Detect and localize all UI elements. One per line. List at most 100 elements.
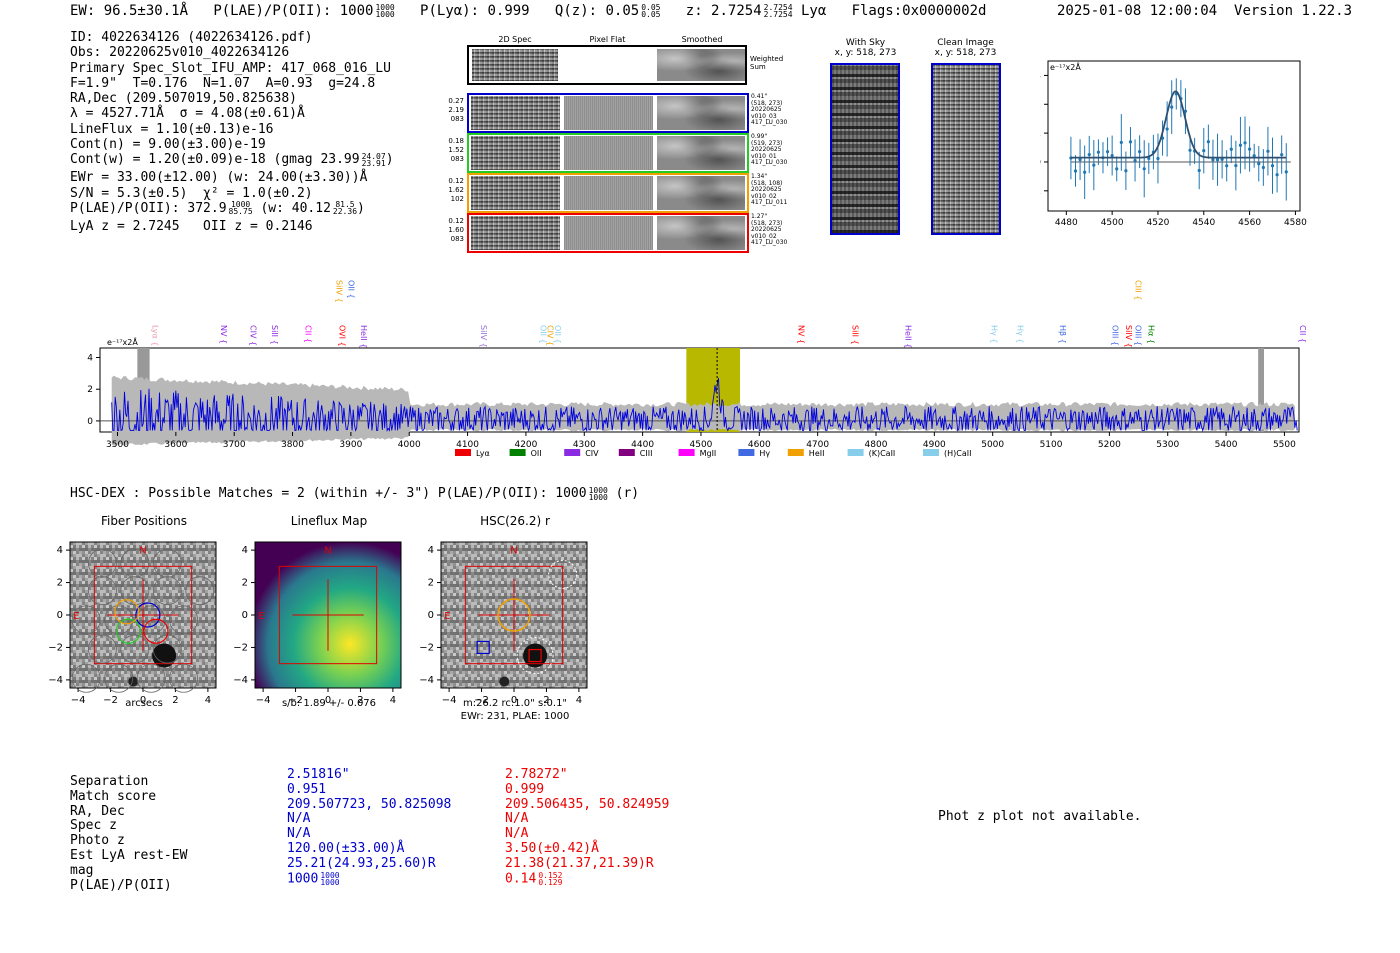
xtick-label: 2 [357,695,363,706]
emission-line-label: OII { [539,325,548,344]
match-value: 0.951 [287,781,327,797]
zoom-data-point [1257,162,1261,166]
match-value: 3.50(±0.42)Å [505,840,599,856]
row-left-value: 102 [450,195,464,203]
match-value: 0.999 [505,781,545,797]
plya-value: P(Lyα): 0.999 [420,3,530,19]
spectrum-xtick-label: 5500 [1273,440,1296,450]
legend-label: CIV [585,449,599,458]
emission-line-label: SiIV { [1124,325,1133,348]
xtick-label: −4 [256,695,271,706]
info-obs: Obs: 20220625v010_4022634126 [70,45,290,61]
ytick-label: −2 [233,642,248,653]
cutout-row-1 [467,93,749,133]
zoom-data-point [1096,150,1100,154]
row-left-value: 0.12 [448,217,464,225]
fiber-circle [169,605,198,635]
fiber-circle [169,663,198,693]
selected-fiber [135,602,161,628]
spectrum-unit-label: e⁻¹⁷x2Å [107,336,138,347]
col-2d-spec: 2D Spec [498,35,532,44]
north-label: N [139,545,146,556]
xtick-label: 4 [576,695,582,706]
legend-label: (H)CaII [944,449,971,458]
match-value: 2.51816" [287,767,350,782]
zoom-data-point [1087,152,1091,157]
selected-fiber [115,618,142,644]
hsc-caption-2: EWr: 231, PLAE: 1000 [461,711,570,722]
col-pixel-flat: Pixel Flat [589,35,626,44]
spectrum-xtick-label: 4300 [573,440,596,450]
hsc-dex-title: HSC-DEX : Possible Matches = 2 (within +… [70,485,640,502]
zoom-data-point [1202,149,1206,153]
zoom-plot-frame [1047,60,1301,212]
spectrum-ytick-label: 4 [87,354,93,364]
emission-line-label: SiIV { [334,280,343,303]
datetime-version: 2025-01-08 12:00:04 Version 1.22.3 [1057,3,1352,19]
cutout-row-4 [467,213,749,253]
fiber-circle [136,663,166,693]
emission-line-label: HeII { [903,325,912,348]
zoom-data-point [1105,150,1110,154]
spectrum-xtick-label: 3900 [339,440,362,450]
fiber-circle [120,634,150,664]
zoom-data-point [1156,156,1160,161]
match-row-label: Match score [70,788,157,804]
spectrum-xtick-label: 4000 [398,440,421,450]
row-left-value: 1.60 [448,226,464,234]
full-spectrum-plot: e⁻¹⁷x2Å 3500 3600 3700 3800 3900 4000 4100 4200… [87,280,1307,458]
legend-swatch [738,449,755,456]
selected-fiber [143,618,169,644]
zoom-xtick-label: 4500 [1101,218,1124,228]
ew-value: EW: 96.5±30.1Å [70,3,189,19]
fiber-circle [152,548,182,578]
xtick-label: 4 [205,695,211,706]
xtick-label: −4 [71,695,86,706]
zoom-data-point [1243,141,1247,145]
emission-line-label: SiII { [851,325,860,345]
info-lambda: λ = 4527.71Å σ = 4.08(±0.61)Å [70,106,305,122]
zoom-data-point [1133,158,1137,163]
cutout-smoothed-image [657,176,745,210]
spectrum-ytick-label: 2 [87,385,93,395]
fiber-circle [120,548,150,578]
zoom-data-point [1234,163,1238,168]
cutout-row-left-label: 0.27 2.19 083 [440,97,464,124]
legend-swatch [509,449,526,456]
emission-line-label: Lyα { [151,325,160,346]
row-left-value: 083 [450,155,464,163]
row-right-value: 417_LU_030 [751,239,788,246]
match-row-label: mag [70,862,94,878]
emission-line-label: Hα { [1147,325,1156,344]
row-right-value: 20220625 [751,226,782,233]
zoom-data-point [1119,140,1123,145]
match-value: N/A [287,811,311,827]
xtick-label: 2 [543,695,549,706]
fiber-circle [71,605,101,635]
z-range: 2.7254 2.7254 [763,3,793,19]
fiber-circle [88,576,117,606]
info-id: ID: 4022634126 (4022634126.pdf) [70,30,313,45]
spectrum-xtick-label: 5100 [1040,440,1063,450]
match-row-label: P(LAE)/P(OII) [70,877,172,893]
row-left-value: 1.62 [448,186,464,194]
ytick-label: 2 [57,578,63,589]
aperture-circle [497,598,531,632]
spectrum-xtick-label: 4800 [865,440,888,450]
clean-image-title: Clean Image x, y: 518, 273 [934,38,997,58]
zoom-xtick-label: 4560 [1238,218,1261,228]
hsc-caption-1: m:26.2 rc:1.0" s:0.1" [463,698,567,709]
zoom-xtick-label: 4540 [1192,218,1215,228]
legend-swatch [847,449,864,456]
emission-line-label: Hβ { [1058,325,1067,344]
zoom-data-point [1165,127,1169,131]
ytick-label: 4 [428,545,434,556]
weighted-sum-label: Weighted Sum [750,55,784,71]
match-value: 2.78272" [505,767,568,782]
zoom-xtick-label: 4580 [1284,218,1307,228]
xtick-label: 0 [140,695,146,706]
cutout-flat-image [564,176,653,210]
row-right-value: v010_02 [751,192,777,200]
info-z: LyA z = 2.7245 OII z = 0.2146 [70,218,313,234]
hsc-r-title: HSC(26.2) r [480,514,550,528]
